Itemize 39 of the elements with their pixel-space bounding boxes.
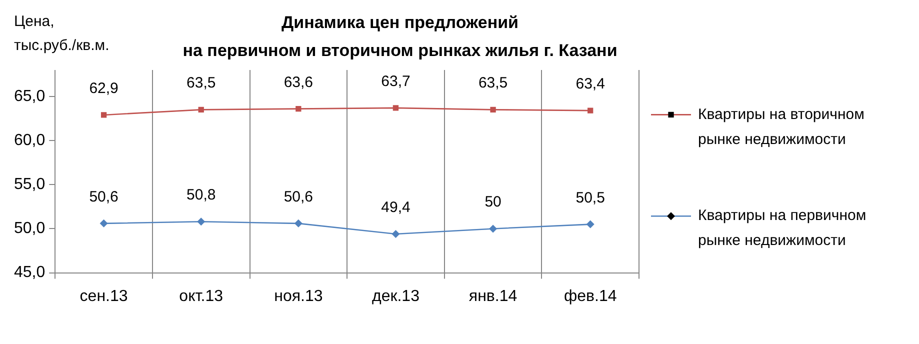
data-label: 49,4	[381, 199, 410, 216]
data-label: 63,5	[478, 74, 508, 92]
data-label: 50,8	[186, 186, 216, 204]
legend-label: Квартиры на первичном рынке недвижимости	[698, 207, 866, 250]
data-label: 63,5	[186, 74, 216, 92]
y-axis-title: Цена, тыс.руб./кв.м.	[14, 13, 110, 54]
x-tick-label: дек.13	[372, 288, 420, 305]
point	[490, 106, 496, 113]
point	[588, 108, 594, 114]
y-tick-label: 65,0	[14, 88, 46, 105]
y-tick-label: 60,0	[14, 132, 46, 149]
point	[296, 106, 302, 112]
point	[392, 230, 400, 238]
x-tick-label: янв.14	[468, 288, 518, 305]
x-tick-label: окт.13	[179, 288, 224, 305]
point	[100, 112, 107, 118]
data-label: 62,9	[89, 80, 118, 97]
point	[100, 219, 108, 228]
x-tick-label: сен.13	[80, 288, 128, 305]
data-label: 63,6	[284, 74, 314, 91]
data-label: 50,5	[576, 189, 605, 206]
data-label: 50,6	[284, 188, 314, 206]
point	[197, 218, 206, 226]
data-label: 50	[484, 194, 502, 211]
data-label: 63,4	[576, 76, 605, 93]
data-label: 50,6	[89, 188, 118, 206]
chart-title: Динамика цен предложений на первичном и вторичном рынках жилья г. Казани	[182, 13, 618, 60]
legend-label: Квартиры на вторичном рынке недвижимости	[698, 106, 864, 148]
y-tick-label: 55,0	[14, 176, 46, 194]
point	[294, 219, 302, 228]
y-tick-label: 45,0	[14, 264, 46, 282]
point	[392, 105, 399, 111]
x-tick-label: ноя.13	[274, 288, 323, 305]
point	[489, 224, 498, 233]
point	[198, 106, 204, 113]
data-label: 63,7	[381, 72, 410, 90]
y-tick-label: 50,0	[14, 220, 46, 238]
point	[586, 220, 594, 228]
x-tick-label: фев.14	[564, 288, 617, 305]
